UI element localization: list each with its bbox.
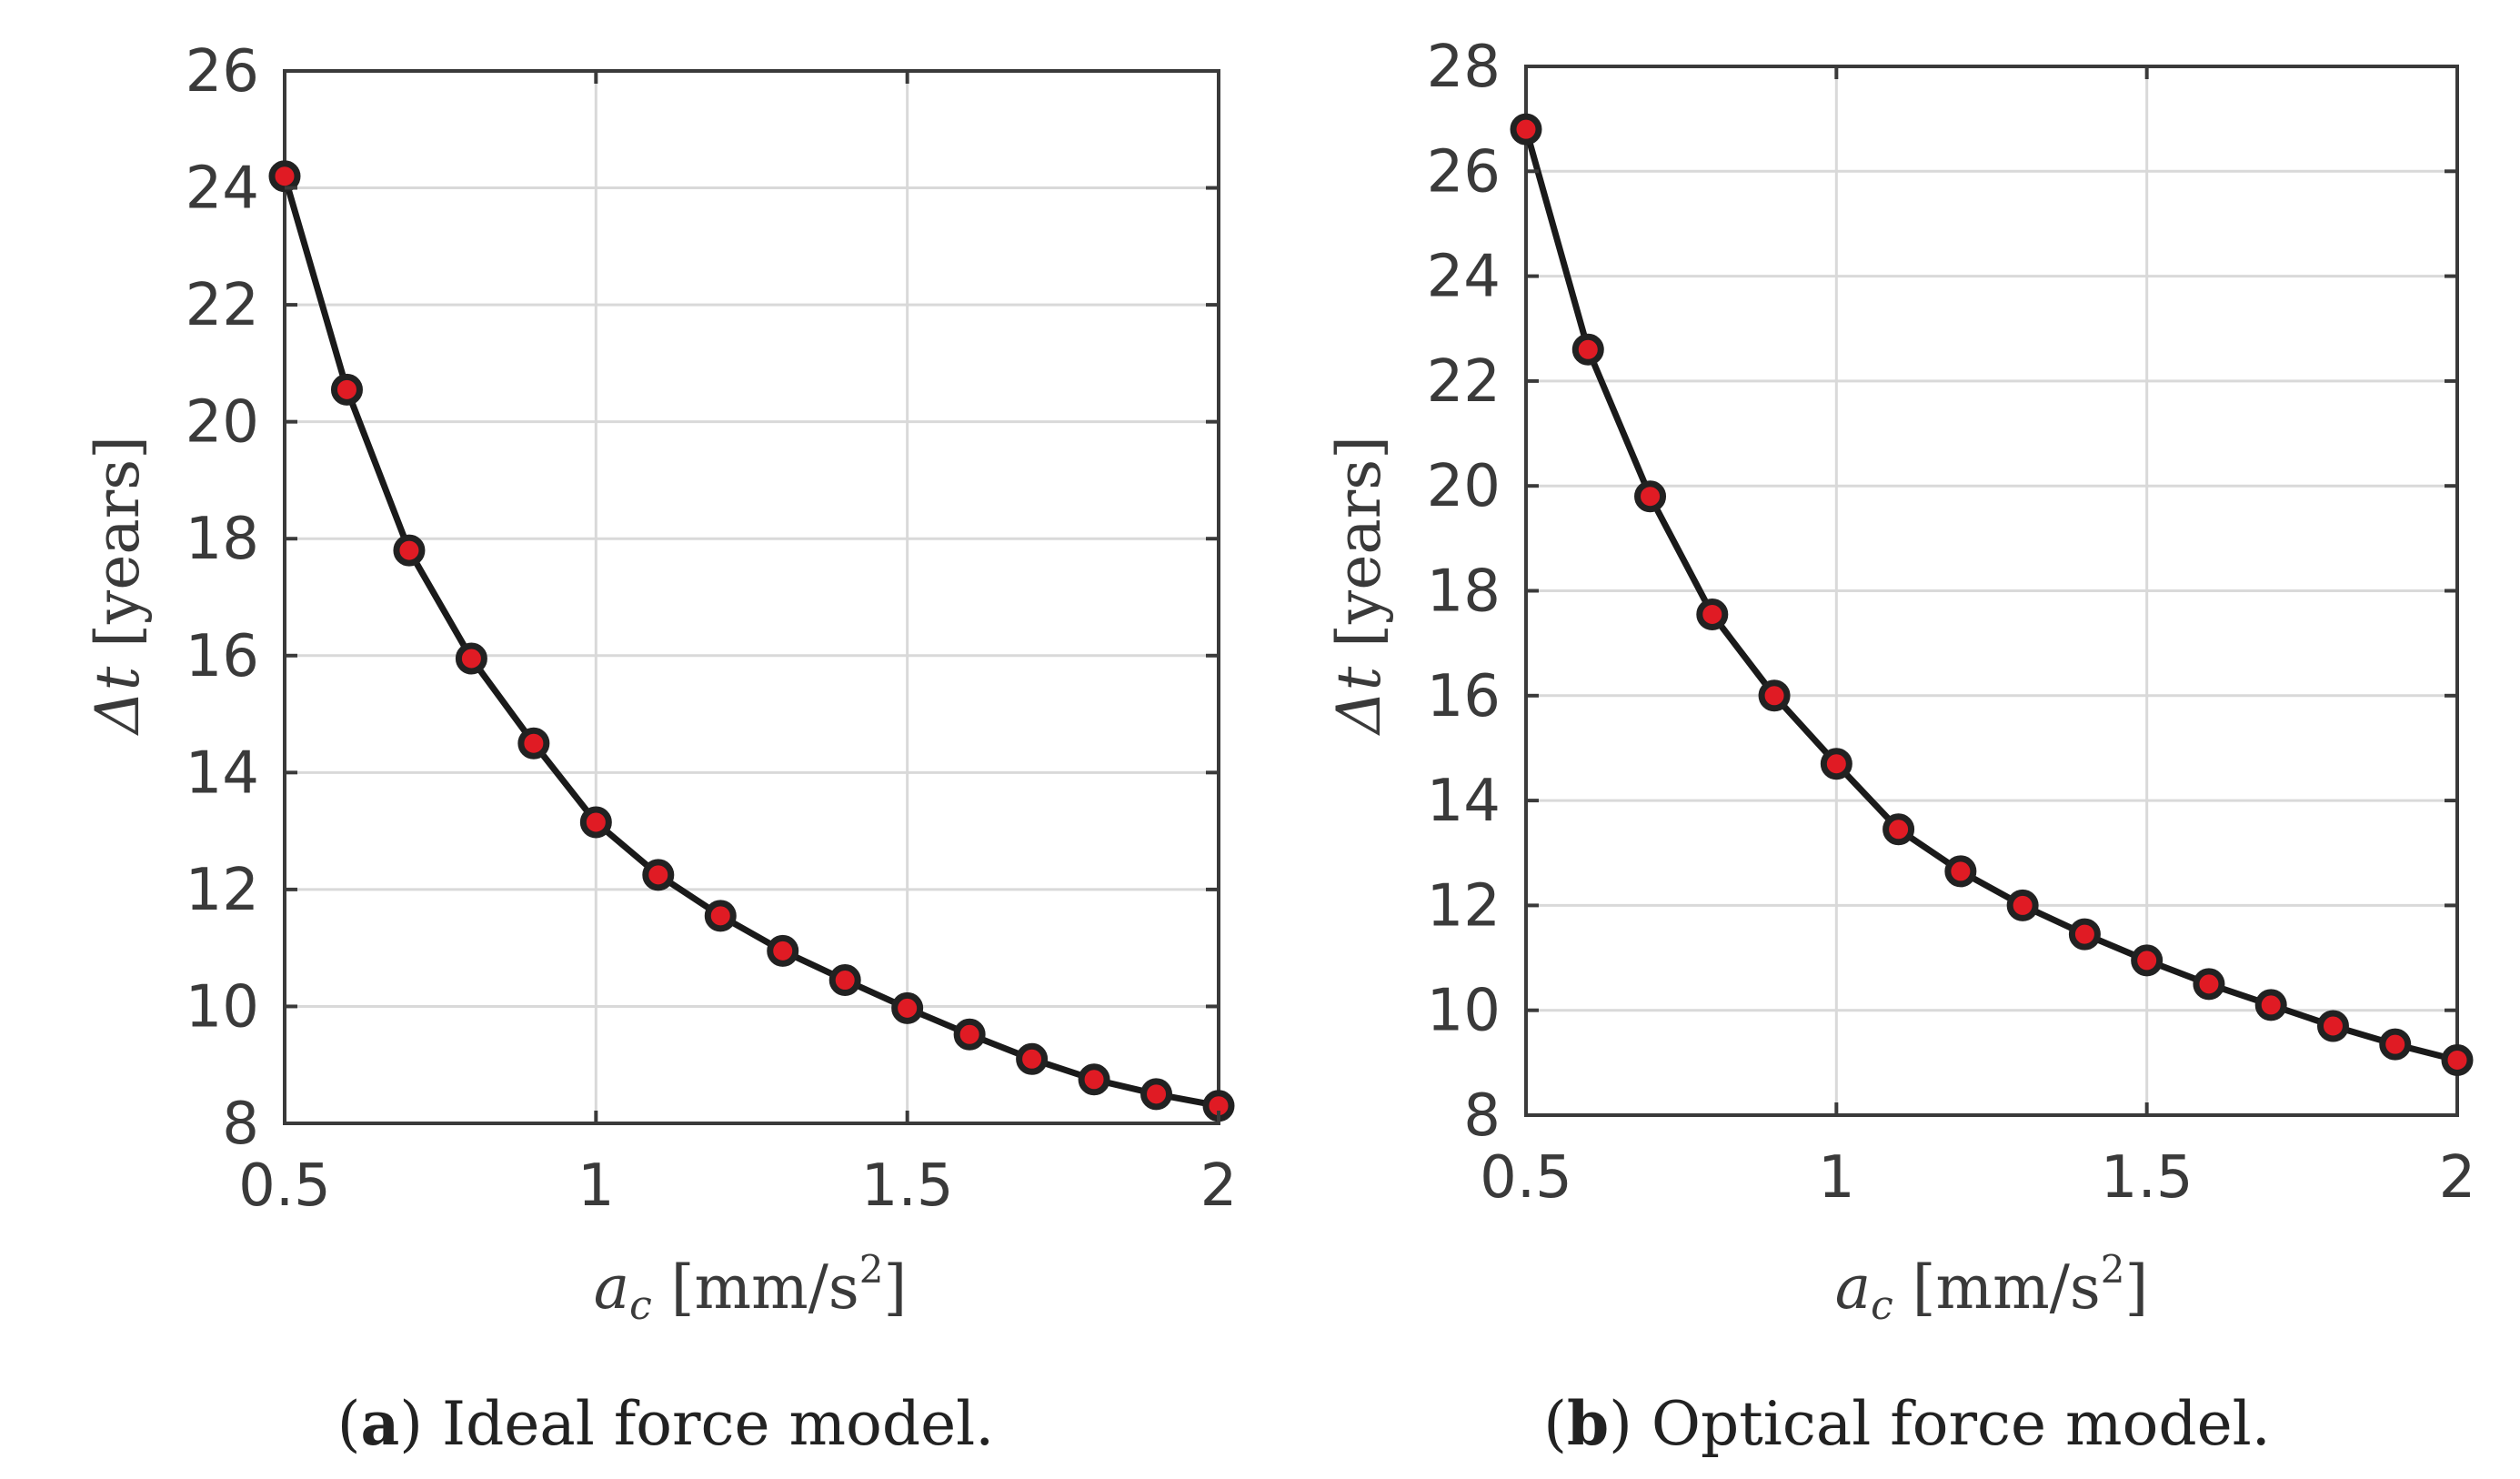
y-tick-label-a-3: 14 xyxy=(186,740,259,807)
x-tick-label-a-1: 1 xyxy=(577,1152,615,1220)
y-tick-label-a-8: 24 xyxy=(186,156,259,223)
axes-box-a xyxy=(283,69,1220,1125)
data-point-a-1 xyxy=(330,373,363,406)
panel-b: 8 10 12 14 16 18 20 22 24 26 28 0.5 1 1.5 2 ac [mm/s2]… xyxy=(1324,34,2475,1459)
y-axis-label-a: Δt [years] xyxy=(83,436,153,737)
y-axis-label-b: Δt [years] xyxy=(1324,436,1394,737)
data-point-b-8 xyxy=(2006,889,2039,921)
data-point-a-7 xyxy=(704,900,737,932)
data-point-a-12 xyxy=(1016,1042,1049,1075)
data-point-a-8 xyxy=(767,934,799,967)
axes-a xyxy=(283,69,1220,1125)
y-tick-label-b-7: 22 xyxy=(1427,348,1501,416)
y-tick-label-b-5: 18 xyxy=(1427,558,1501,626)
y-tick-label-a-9: 26 xyxy=(186,38,259,106)
data-point-b-7 xyxy=(1944,855,1977,888)
data-point-b-14 xyxy=(2379,1028,2412,1061)
data-point-b-9 xyxy=(2068,918,2101,951)
series-line-b-0 xyxy=(1522,126,2461,1063)
data-point-b-5 xyxy=(1820,748,1852,780)
data-point-b-13 xyxy=(2316,1010,2349,1042)
data-point-b-2 xyxy=(1634,480,1667,513)
y-tick-label-a-5: 18 xyxy=(186,506,259,573)
y-tick-label-b-3: 14 xyxy=(1427,768,1501,835)
x-tick-label-b-1: 1 xyxy=(1818,1144,1855,1212)
data-point-b-1 xyxy=(1571,333,1604,366)
y-tick-label-b-0: 8 xyxy=(1463,1082,1501,1150)
x-axis-label-a: ac [mm/s2] xyxy=(594,1247,908,1329)
y-tick-label-a-4: 16 xyxy=(186,623,259,690)
data-point-b-15 xyxy=(2441,1043,2474,1076)
data-point-b-10 xyxy=(2131,944,2164,977)
y-tick-label-b-10: 28 xyxy=(1427,34,1501,101)
y-tick-label-b-9: 26 xyxy=(1427,138,1501,206)
x-tick-label-b-2: 1.5 xyxy=(2101,1144,2194,1212)
y-tick-label-b-8: 24 xyxy=(1427,244,1501,311)
y-tick-label-a-0: 8 xyxy=(222,1091,259,1158)
caption-a: (a) Ideal force model. xyxy=(337,1388,995,1459)
data-point-a-5 xyxy=(579,806,612,839)
y-tick-label-b-1: 10 xyxy=(1427,978,1501,1045)
data-point-a-0 xyxy=(268,160,301,193)
x-tick-label-b-0: 0.5 xyxy=(1480,1144,1572,1212)
x-tick-label-a-0: 0.5 xyxy=(238,1152,331,1220)
data-point-b-11 xyxy=(2193,968,2225,1001)
y-tick-label-b-2: 12 xyxy=(1427,872,1501,940)
data-point-b-0 xyxy=(1510,113,1542,146)
caption-b: (b) Optical force model. xyxy=(1543,1388,2270,1459)
data-point-a-6 xyxy=(642,859,675,891)
x-axis-label-b: ac [mm/s2] xyxy=(1835,1247,2149,1329)
x-tick-label-a-2: 1.5 xyxy=(861,1152,954,1220)
plot-b xyxy=(1510,113,2474,1076)
data-point-a-9 xyxy=(828,964,861,997)
data-point-a-13 xyxy=(1078,1063,1110,1096)
data-point-a-3 xyxy=(455,642,487,675)
data-point-b-3 xyxy=(1696,598,1729,630)
panel-a: 8 10 12 14 16 18 20 22 24 26 0.5 1 1.5 2 ac [mm/s2] Δ… xyxy=(83,38,1237,1459)
data-point-a-10 xyxy=(891,991,924,1024)
y-tick-label-a-6: 20 xyxy=(186,389,259,457)
data-point-a-2 xyxy=(393,534,426,567)
data-point-b-4 xyxy=(1758,679,1791,712)
plot-a xyxy=(268,160,1235,1122)
ticks-b: 8 10 12 14 16 18 20 22 24 26 28 0.5 1 1.5 2 xyxy=(1427,34,2476,1212)
x-tick-label-a-3: 2 xyxy=(1200,1152,1238,1220)
data-point-a-4 xyxy=(517,727,550,760)
data-point-a-14 xyxy=(1140,1078,1173,1111)
data-point-a-11 xyxy=(953,1018,986,1051)
y-tick-label-a-7: 22 xyxy=(186,272,259,339)
y-tick-label-b-4: 16 xyxy=(1427,663,1501,730)
y-tick-label-a-1: 10 xyxy=(186,973,259,1041)
series-line-a-0 xyxy=(281,173,1222,1110)
ticks-a: 8 10 12 14 16 18 20 22 24 26 0.5 1 1.5 2 xyxy=(186,38,1238,1220)
y-tick-label-a-2: 12 xyxy=(186,857,259,924)
data-point-b-12 xyxy=(2254,989,2287,1021)
y-tick-label-b-6: 20 xyxy=(1427,453,1501,520)
x-tick-label-b-3: 2 xyxy=(2439,1144,2476,1212)
data-point-b-6 xyxy=(1882,813,1915,846)
